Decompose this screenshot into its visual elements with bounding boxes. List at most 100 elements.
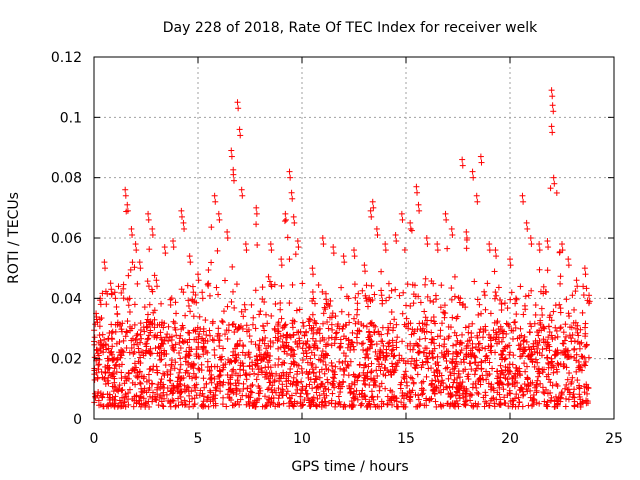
roti-point [530,392,537,399]
roti-point [378,287,385,294]
roti-point [385,280,392,287]
roti-point [181,402,188,409]
roti-point [229,263,236,270]
roti-point [202,348,209,355]
roti-point [419,390,426,397]
roti-point [137,360,144,367]
roti-point [562,321,569,328]
roti-point [366,382,373,389]
roti-point [385,340,392,347]
roti-point [283,391,290,398]
roti-point [510,352,517,359]
roti-point [237,362,244,369]
roti-point [233,281,240,288]
roti-point [337,336,344,343]
roti-point [146,301,153,308]
roti-point [309,366,316,373]
roti-point [196,392,203,399]
roti-point [172,341,179,348]
roti-point [474,334,481,341]
roti-point [102,369,109,376]
roti-point [165,397,172,404]
roti-point [222,277,229,284]
roti-point [407,302,414,309]
roti-point [454,337,461,344]
roti-point [472,400,479,407]
roti-point [268,283,275,290]
roti-point [346,319,353,326]
roti-point [553,189,560,196]
roti-point [219,319,226,326]
roti-point [204,281,211,288]
roti-point [524,374,531,381]
roti-point [477,376,484,383]
roti-point [233,386,240,393]
roti-point [389,360,396,367]
roti-point [482,345,489,352]
roti-point [246,362,253,369]
roti-point [459,331,466,338]
roti-point [543,401,550,408]
roti-point [435,378,442,385]
roti-point [371,291,378,298]
roti-point [242,306,249,313]
roti-point [547,389,554,396]
roti-point [118,352,125,359]
roti-point [575,332,582,339]
roti-point [342,353,349,360]
roti-point [404,281,411,288]
roti-point [351,315,358,322]
roti-point [437,327,444,334]
roti-point [126,308,133,315]
roti-point [170,382,177,389]
roti-point [521,381,528,388]
roti-point [379,324,386,331]
roti-point [364,403,371,410]
roti-point [380,342,387,349]
roti-point [288,360,295,367]
roti-point [548,355,555,362]
roti-point [583,341,590,348]
roti-point [374,393,381,400]
roti-point [160,403,167,410]
roti-point [291,359,298,366]
roti-point [375,356,382,363]
roti-point [529,358,536,365]
roti-point [295,362,302,369]
roti-point [299,280,306,287]
roti-point [535,365,542,372]
roti-point [405,320,412,327]
roti-point [400,289,407,296]
roti-point [142,402,149,409]
roti-point [449,359,456,366]
roti-point [463,245,470,252]
roti-point [528,287,535,294]
roti-point [299,370,306,377]
roti-point [410,300,417,307]
roti-point [514,379,521,386]
roti-point [557,305,564,312]
roti-point [281,218,288,225]
roti-point [445,323,452,330]
roti-point [519,350,526,357]
roti-point [275,385,282,392]
roti-point [299,345,306,352]
roti-point [200,351,207,358]
roti-point [414,371,421,378]
roti-point [378,268,385,275]
roti-point [297,393,304,400]
roti-point [116,382,123,389]
roti-point [513,296,520,303]
roti-point [350,394,357,401]
roti-point [207,387,214,394]
roti-point [476,329,483,336]
roti-point [146,246,153,253]
roti-point [506,367,513,374]
roti-point [204,364,211,371]
roti-point [110,370,117,377]
roti-point [280,400,287,407]
roti-point [335,321,342,328]
roti-point [99,290,106,297]
roti-point [240,313,247,320]
